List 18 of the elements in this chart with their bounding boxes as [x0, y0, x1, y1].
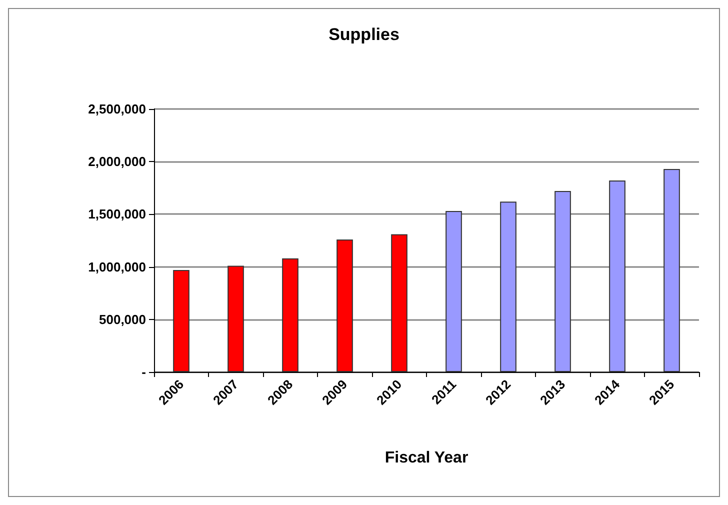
bar [282, 258, 298, 372]
bar [664, 168, 680, 372]
bar [391, 234, 408, 372]
bar [446, 211, 462, 372]
y-tick-label: - [142, 364, 146, 380]
y-tick-label: 2,000,000 [88, 154, 146, 170]
y-tick-label: 2,500,000 [88, 102, 146, 116]
bar [609, 180, 626, 372]
x-axis-title: Fiscal Year [384, 450, 468, 466]
bar [554, 191, 571, 372]
bar [173, 270, 190, 372]
y-tick-label: 1,000,000 [88, 259, 146, 274]
y-tick-label: 1,500,000 [88, 206, 146, 222]
bar [500, 202, 516, 372]
chart-title: Supplies [328, 25, 400, 44]
bar [336, 239, 353, 372]
bar [228, 266, 244, 372]
y-tick-label: 500,000 [99, 312, 146, 327]
